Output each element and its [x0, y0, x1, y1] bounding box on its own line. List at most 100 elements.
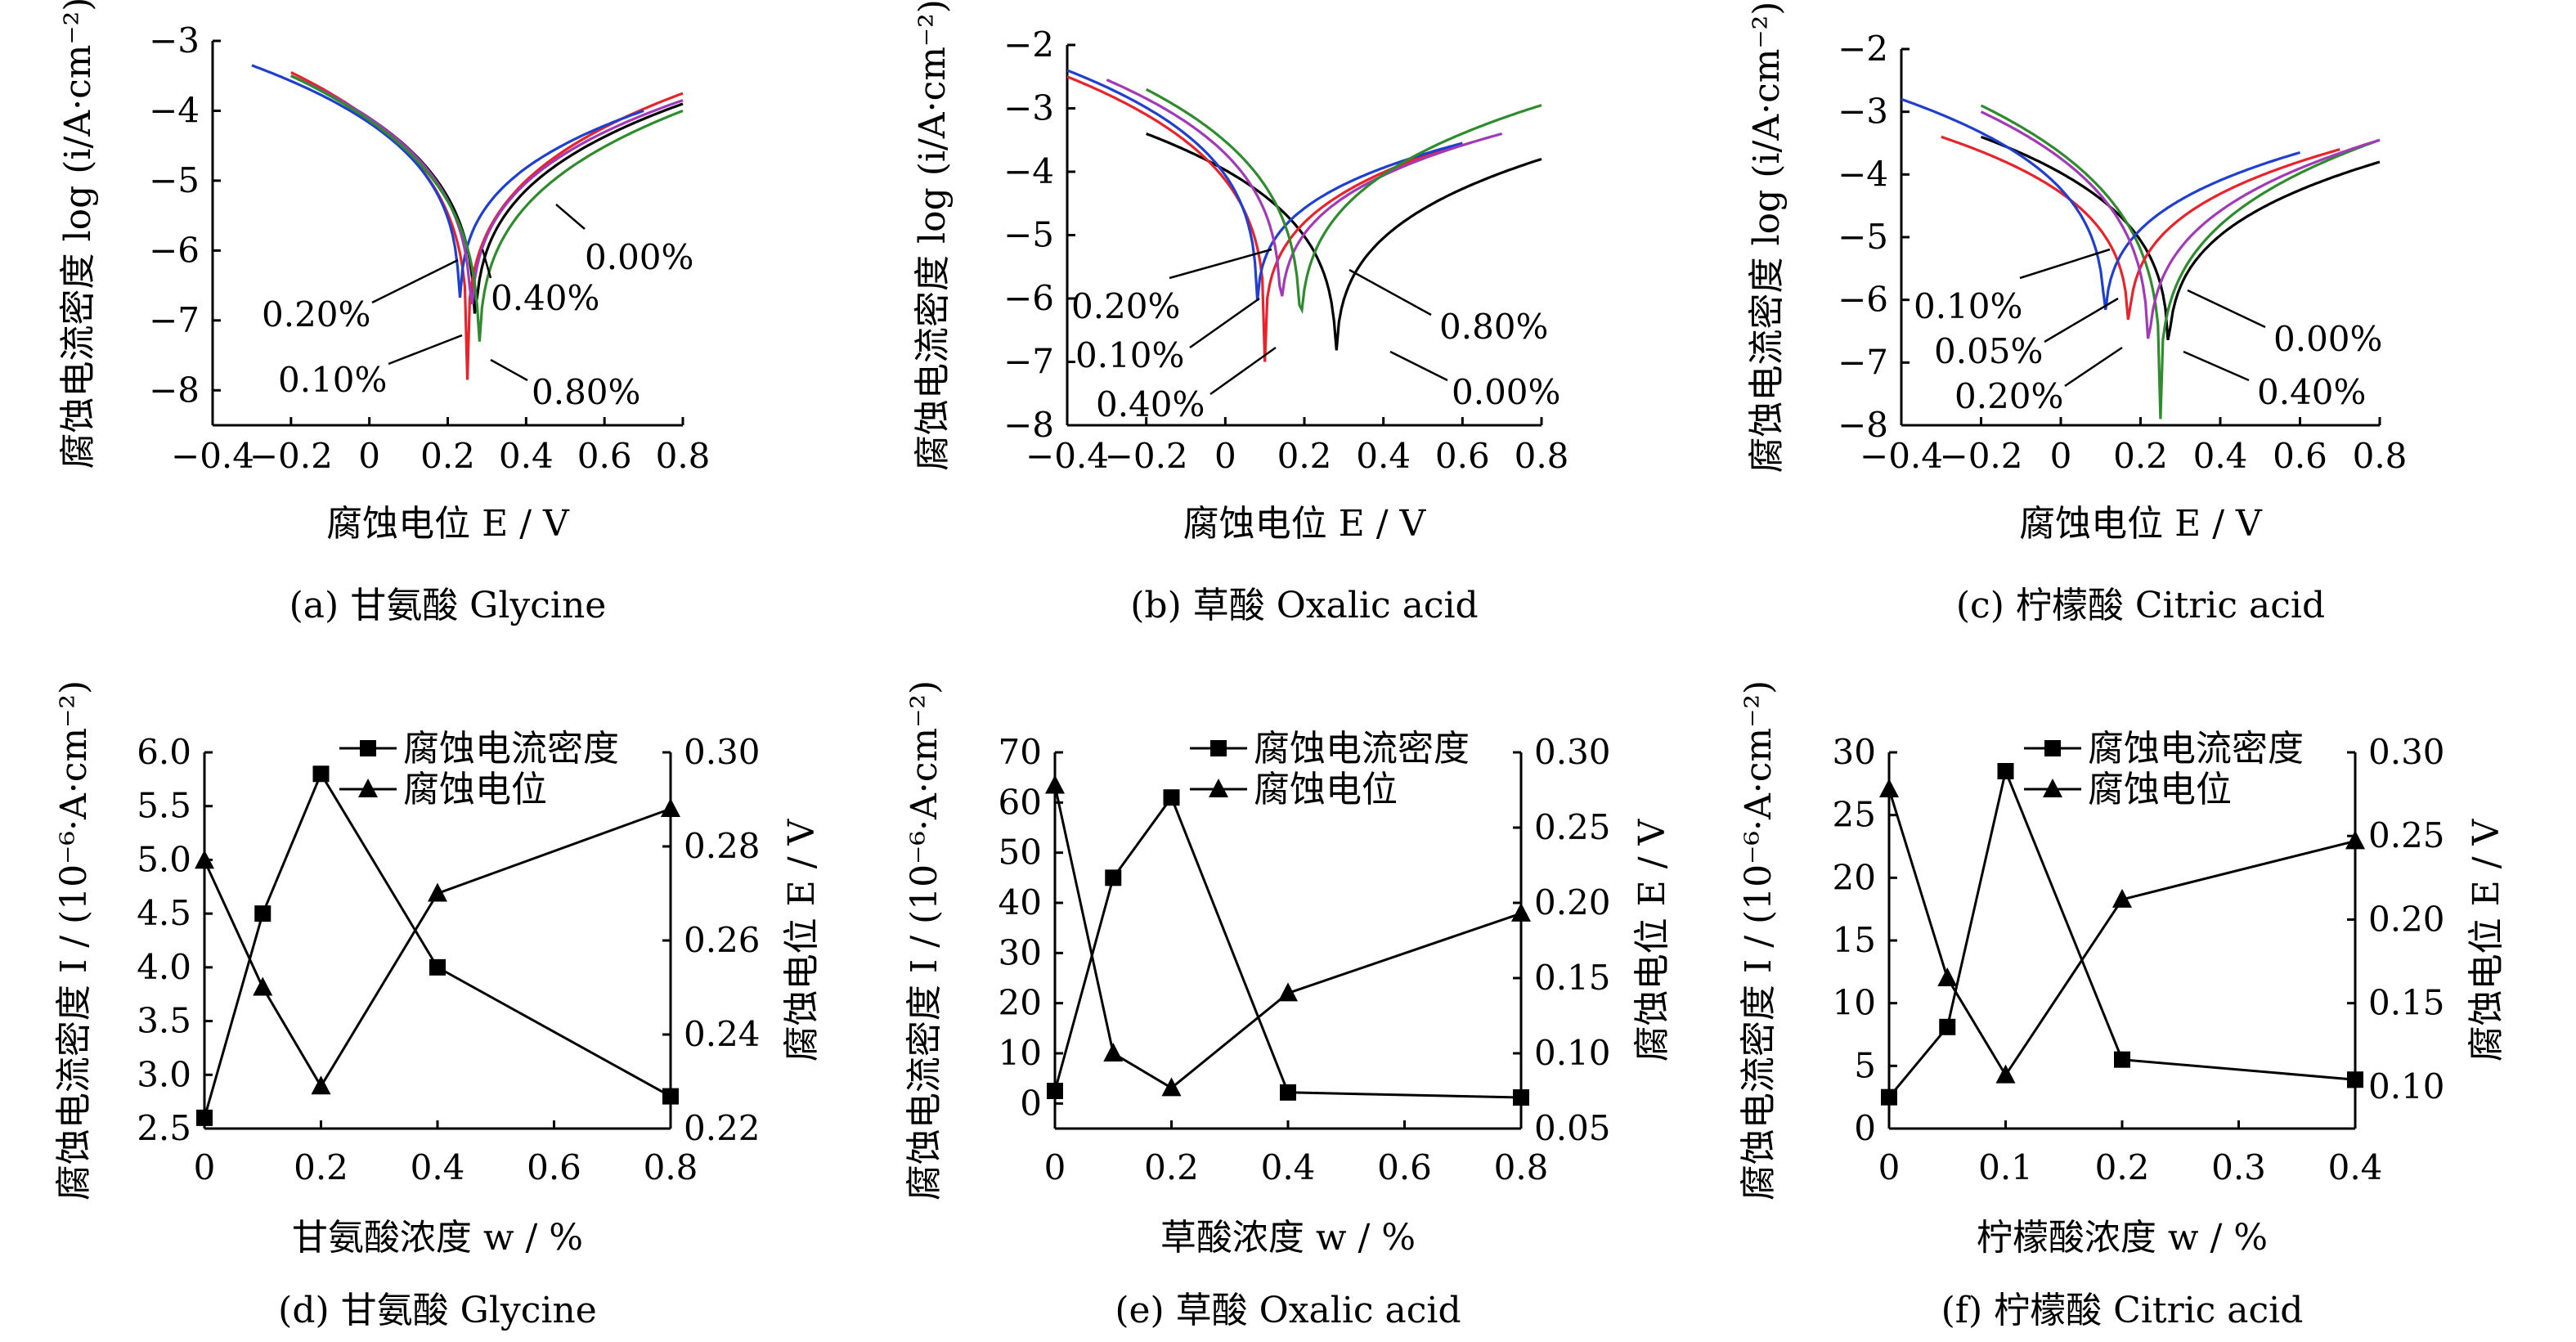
- x-tick-label: 0.4: [2328, 1147, 2383, 1187]
- current-density-point: [1105, 869, 1122, 886]
- potential-point: [661, 798, 680, 817]
- concentration-label: 0.40%: [2257, 372, 2366, 412]
- x-tick-label: 0.8: [1515, 436, 1569, 476]
- potential-point: [1103, 1043, 1124, 1061]
- current-density-point: [1939, 1018, 1956, 1035]
- panel-caption: (a) 甘氨酸 Glycine: [289, 585, 607, 626]
- polarization-curve-0.40pct: [1980, 110, 2381, 339]
- polarization-curve-0.20pct: [1901, 97, 2300, 311]
- x-tick-label: 0.4: [2193, 436, 2248, 476]
- label-leader-line: [2044, 297, 2119, 343]
- left-y-tick-label: 5.0: [137, 839, 191, 879]
- x-tick-label: 0.4: [1261, 1147, 1316, 1187]
- potential-point: [1045, 774, 1065, 794]
- x-tick-label: −0.2: [1105, 436, 1188, 476]
- polarization-curve-0.00pct: [1980, 135, 2381, 340]
- left-y-tick-label: 5.5: [137, 786, 191, 826]
- x-tick-label: 0.2: [420, 436, 475, 476]
- concentration-label: 0.20%: [1954, 376, 2063, 416]
- label-leader-line: [2064, 346, 2123, 388]
- legend-label-current: 腐蚀电流密度: [1254, 728, 1470, 770]
- polarization-curve-0.20pct: [251, 64, 644, 298]
- y-tick-label: −6: [149, 230, 200, 270]
- potential-point: [2112, 888, 2132, 908]
- x-tick-label: 0: [194, 1147, 216, 1187]
- left-y-tick-label: 10: [999, 1033, 1042, 1073]
- right-y-tick-label: 0.15: [2368, 983, 2445, 1023]
- polarization-curve-0.10pct: [1941, 135, 2340, 321]
- left-y-tick-label: 70: [999, 732, 1042, 772]
- x-axis-label: 甘氨酸浓度 w / %: [292, 1217, 583, 1259]
- current-density-point: [429, 958, 446, 976]
- legend-label-potential: 腐蚀电位: [2088, 769, 2232, 810]
- left-y-tick-label: 4.5: [137, 893, 191, 933]
- y-tick-label: −7: [1838, 342, 1888, 382]
- current-density-point: [1163, 789, 1180, 806]
- x-tick-label: 0.2: [2095, 1147, 2150, 1187]
- x-tick-label: 0.2: [1277, 436, 1332, 476]
- y-axis-label: 腐蚀电流密度 log (i/A·cm⁻²): [57, 0, 99, 469]
- left-y-tick-label: 15: [1833, 920, 1876, 960]
- left-y-tick-label: 0: [1020, 1083, 1042, 1123]
- current-density-point: [1881, 1088, 1897, 1106]
- left-y-tick-label: 30: [1833, 732, 1876, 772]
- left-y-tick-label: 4.0: [137, 947, 191, 987]
- x-tick-label: 0.6: [2273, 436, 2327, 476]
- panel-c: −0.4−0.2 0 0.2 0.4 0.6 0.8 −2 −3 −4 −5 −6 −7 −8 0.10%…: [1746, 2, 2407, 626]
- polarization-curve-0.40pct: [1106, 79, 1503, 297]
- x-tick-label: −0.4: [171, 436, 254, 476]
- right-y-tick-label: 0.28: [684, 826, 761, 866]
- potential-point: [195, 850, 214, 869]
- panel-caption: (b) 草酸 Oxalic acid: [1130, 585, 1478, 626]
- label-leader-line: [1169, 248, 1272, 280]
- potential-point: [1161, 1077, 1182, 1097]
- label-leader-line: [481, 249, 492, 279]
- right-y-tick-label: 0.20: [2368, 899, 2445, 939]
- y-tick-label: −4: [1003, 151, 1054, 191]
- y-tick-label: −6: [1003, 278, 1054, 318]
- concentration-label: 0.80%: [1439, 307, 1548, 347]
- legend-marker-triangle: [1209, 779, 1228, 797]
- current-density-point: [254, 905, 272, 922]
- y-tick-label: −4: [149, 90, 200, 130]
- series-line-potential: [203, 807, 671, 1089]
- y-tick-label: −5: [149, 160, 200, 200]
- right-y-tick-label: 0.10: [2368, 1066, 2445, 1106]
- concentration-label: 0.00%: [1452, 372, 1560, 412]
- left-y-axis-label: 腐蚀电流密度 I / (10⁻⁶·A·cm⁻²): [1738, 680, 1779, 1201]
- x-tick-label: 0: [358, 436, 380, 476]
- label-leader-line: [1389, 350, 1448, 382]
- x-tick-label: −0.4: [1025, 436, 1109, 476]
- left-y-tick-label: 25: [1833, 795, 1876, 835]
- left-y-tick-label: 0: [1854, 1108, 1876, 1148]
- left-y-tick-label: 3.0: [137, 1054, 191, 1094]
- x-axis-label: 草酸浓度 w / %: [1160, 1217, 1416, 1259]
- potential-point: [1995, 1064, 2016, 1084]
- current-density-point: [1280, 1084, 1296, 1101]
- x-tick-label: 0.8: [2353, 436, 2408, 476]
- concentration-label: 0.05%: [1934, 331, 2043, 371]
- left-y-tick-label: 40: [999, 882, 1042, 922]
- panel-caption: (e) 草酸 Oxalic acid: [1115, 1290, 1461, 1331]
- x-axis-label: 腐蚀电位 E / V: [326, 503, 570, 545]
- legend-label-potential: 腐蚀电位: [1254, 769, 1398, 810]
- left-y-axis-label: 腐蚀电流密度 I / (10⁻⁶·A·cm⁻²): [53, 680, 95, 1201]
- polarization-curve-0.20pct: [1066, 69, 1463, 301]
- y-tick-label: −6: [1838, 280, 1888, 320]
- x-tick-label: 0: [2050, 436, 2072, 476]
- left-y-tick-label: 6.0: [137, 732, 191, 772]
- current-density-point: [196, 1109, 213, 1126]
- series-line-potential: [1053, 785, 1522, 1090]
- right-y-tick-label: 0.15: [1534, 958, 1611, 998]
- right-y-tick-label: 0.22: [684, 1108, 761, 1148]
- x-tick-label: 0.2: [1144, 1147, 1199, 1187]
- label-leader-line: [1189, 297, 1260, 349]
- current-density-point: [662, 1088, 679, 1105]
- polarization-curve-0.80pct: [1145, 88, 1542, 315]
- right-y-tick-label: 0.30: [2368, 732, 2445, 772]
- label-leader-line: [555, 204, 586, 230]
- current-density-point: [1513, 1088, 1529, 1106]
- x-tick-label: 0.3: [2211, 1147, 2266, 1187]
- series-line-current: [1053, 795, 1522, 1099]
- y-tick-label: −8: [1003, 405, 1054, 445]
